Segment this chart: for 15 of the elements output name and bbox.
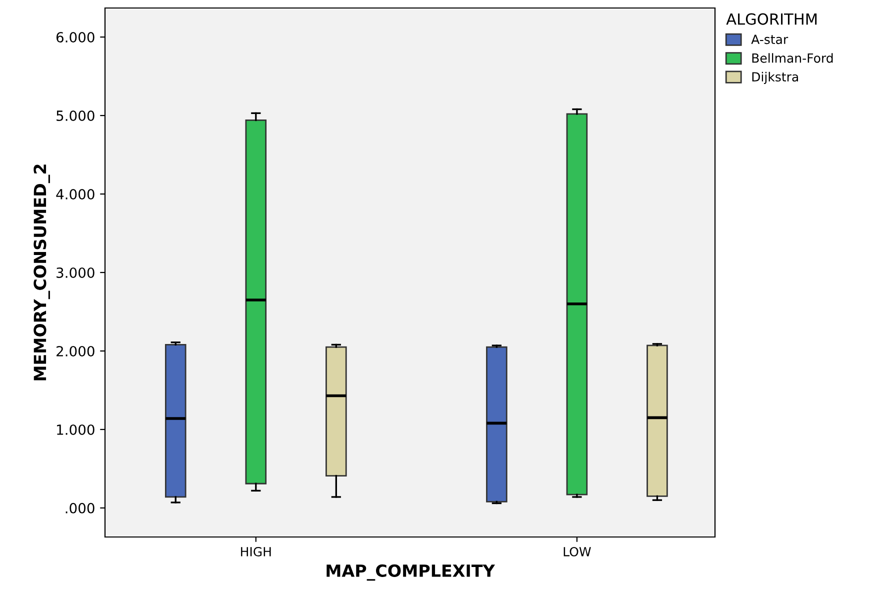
y-tick-label: 6.000 — [56, 32, 94, 43]
legend-title: ALGORITHM — [726, 13, 817, 25]
y-tick-label: .000 — [66, 502, 94, 514]
legend-label: Bellman-Ford — [752, 53, 833, 63]
legend-label: Dijkstra — [752, 72, 798, 84]
y-tick-label: 5.000 — [56, 110, 94, 121]
legend-label: A-star — [751, 34, 788, 44]
y-tick-label: 4.000 — [56, 188, 94, 200]
y-tick-label: 2.000 — [56, 346, 94, 356]
x-tick-label: HIGH — [241, 546, 271, 556]
y-tick-label: 3.000 — [56, 267, 94, 278]
x-tick-label: LOW — [564, 546, 591, 556]
y-tick-label: 1.000 — [57, 424, 94, 435]
y-axis-title: MEMORY_CONSUMED_2 — [34, 164, 50, 380]
x-axis-title: MAP_COMPLEXITY — [326, 564, 496, 581]
